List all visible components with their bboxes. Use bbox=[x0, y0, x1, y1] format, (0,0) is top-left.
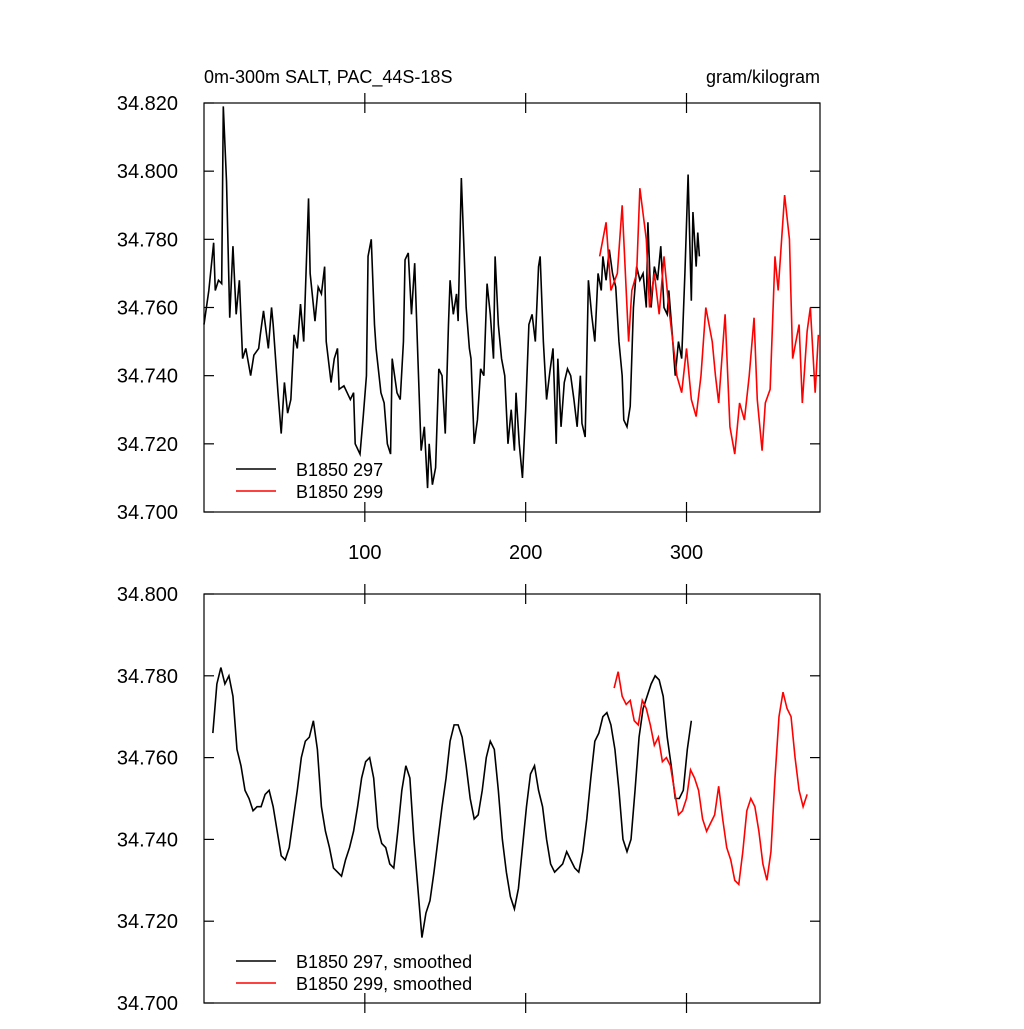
legend-label: B1850 299, smoothed bbox=[296, 974, 472, 994]
x-tick-label: 100 bbox=[348, 542, 381, 564]
y-tick-label: 34.760 bbox=[117, 748, 178, 770]
plot-frame bbox=[203, 102, 821, 513]
units-label: gram/kilogram bbox=[706, 67, 820, 87]
y-tick-label: 34.780 bbox=[117, 229, 178, 251]
y-tick-label: 34.780 bbox=[117, 666, 178, 688]
legend-label: B1850 297, smoothed bbox=[296, 952, 472, 972]
data-line bbox=[212, 667, 693, 938]
y-tick-label: 34.800 bbox=[117, 161, 178, 183]
y-tick-label: 34.760 bbox=[117, 298, 178, 320]
plot-frame bbox=[203, 593, 821, 1004]
y-tick-label: 34.720 bbox=[117, 911, 178, 933]
y-tick-label: 34.800 bbox=[117, 584, 178, 606]
legend-label: B1850 297 bbox=[296, 460, 383, 480]
y-tick-label: 34.820 bbox=[117, 93, 178, 115]
data-line bbox=[598, 188, 820, 455]
x-tick-label: 200 bbox=[509, 542, 542, 564]
x-tick-label: 300 bbox=[670, 542, 703, 564]
y-tick-label: 34.740 bbox=[117, 829, 178, 851]
legend-label: B1850 299 bbox=[296, 482, 383, 502]
y-tick-label: 34.740 bbox=[117, 366, 178, 388]
chart-title: 0m-300m SALT, PAC_44S-18S bbox=[204, 67, 452, 88]
data-line bbox=[613, 671, 808, 887]
y-tick-label: 34.700 bbox=[117, 993, 178, 1015]
y-tick-label: 34.720 bbox=[117, 434, 178, 456]
y-tick-label: 34.700 bbox=[117, 502, 178, 524]
data-line bbox=[203, 106, 701, 489]
